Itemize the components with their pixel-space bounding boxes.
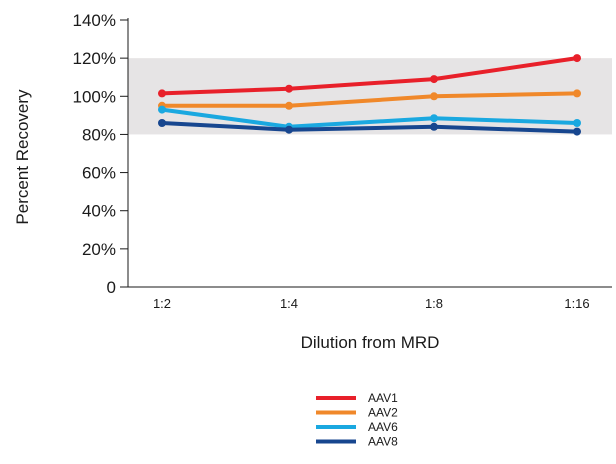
y-tick-label: 20% — [82, 240, 116, 259]
axes — [120, 18, 612, 288]
legend-label: AAV2 — [368, 406, 398, 420]
y-tick-labels: 0 20% 40% 60% 80% 100% 120% 140% — [73, 11, 116, 297]
series-line — [160, 91, 579, 108]
x-tick-label: 1:4 — [280, 296, 298, 311]
data-point — [573, 119, 581, 127]
y-tick-label: 140% — [73, 11, 116, 30]
y-tick-label: 0 — [107, 278, 116, 297]
legend-item: AAV1 — [316, 391, 398, 405]
data-point — [285, 84, 293, 93]
series-aav8 — [158, 119, 581, 136]
y-axis-title: Percent Recovery — [13, 89, 32, 225]
legend-label: AAV1 — [368, 391, 398, 405]
data-point — [573, 54, 581, 63]
legend-item: AAV6 — [316, 420, 398, 434]
data-point — [158, 105, 166, 114]
y-tick-label: 40% — [82, 202, 116, 221]
series-aav1 — [158, 54, 581, 98]
data-point — [573, 89, 581, 98]
y-tick-label: 120% — [73, 49, 116, 68]
series-line — [160, 121, 579, 134]
y-tick-label: 60% — [82, 164, 116, 183]
data-point — [573, 127, 581, 136]
data-point — [430, 122, 438, 131]
data-point — [158, 119, 166, 127]
x-tick-label: 1:8 — [425, 296, 443, 311]
series-line — [160, 56, 579, 96]
data-point — [430, 114, 438, 123]
x-tick-label: 1:2 — [153, 296, 171, 311]
data-point — [430, 92, 438, 101]
data-point — [285, 101, 293, 110]
x-axis-title: Dilution from MRD — [301, 333, 440, 352]
legend-label: AAV6 — [368, 420, 398, 434]
y-tick-label: 80% — [82, 125, 116, 144]
legend-label: AAV8 — [368, 435, 398, 449]
data-point — [158, 89, 166, 98]
data-point — [430, 75, 438, 84]
series-layer — [158, 54, 581, 136]
x-tick-labels: 1:2 1:4 1:8 1:16 — [153, 296, 590, 311]
legend-item: AAV2 — [316, 406, 398, 420]
series-line — [160, 107, 579, 129]
data-point — [285, 125, 293, 134]
x-tick-label: 1:16 — [564, 296, 589, 311]
legend-item: AAV8 — [316, 435, 398, 449]
y-tick-label: 100% — [73, 87, 116, 106]
